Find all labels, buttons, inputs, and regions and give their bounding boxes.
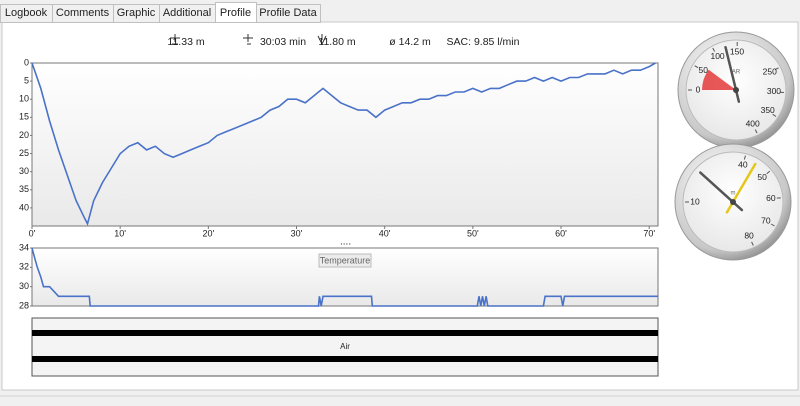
y-tick-label: 40 <box>19 202 29 212</box>
stat: 11.80 m <box>318 36 355 48</box>
x-tick-label: 50' <box>467 228 479 238</box>
y-tick-label: 32 <box>19 262 29 272</box>
gauge-tick-label: 40 <box>738 160 748 170</box>
tab-label[interactable]: Graphic <box>117 7 156 19</box>
gauge-tick-label: 150 <box>730 46 744 56</box>
gauge-hub <box>733 87 739 93</box>
chart-title: Temperature <box>320 255 371 265</box>
y-tick-label: 30 <box>19 166 29 176</box>
stat: ø 14.2 m <box>389 36 431 48</box>
plot-area <box>32 63 658 226</box>
y-tick-label: 35 <box>19 184 29 194</box>
x-tick-label: 60' <box>555 228 567 238</box>
x-tick-label: 10' <box>114 228 126 238</box>
tab-label[interactable]: Comments <box>56 7 110 19</box>
gauge-tick-label: 350 <box>761 105 775 115</box>
splitter-dots: .... <box>340 237 351 248</box>
gauge-tick-label: 10 <box>690 196 700 206</box>
tab-label[interactable]: Profile <box>220 7 251 19</box>
y-tick-label: 28 <box>19 300 29 310</box>
x-tick-label: 20' <box>202 228 214 238</box>
gauge-tick-label: 70 <box>761 215 771 225</box>
x-tick-label: 70' <box>643 228 655 238</box>
y-tick-label: 0 <box>24 57 29 67</box>
air-stripe <box>32 330 658 336</box>
gauge-tick-label: 50 <box>757 172 767 182</box>
x-tick-label: 40' <box>379 228 391 238</box>
gauge-tick-label: 400 <box>746 118 760 128</box>
tab-label[interactable]: Logbook <box>5 7 48 19</box>
gauge-tick-label: 80 <box>744 231 754 241</box>
y-tick-label: 5 <box>24 75 29 85</box>
tab-label[interactable]: Profile Data <box>259 7 317 19</box>
gauge-tick-label: 60 <box>766 193 776 203</box>
air-label: Air <box>340 342 350 351</box>
stat: 11.33 m <box>167 36 204 48</box>
y-tick-label: 15 <box>19 112 29 122</box>
stat: SAC: 9.85 l/min <box>447 36 520 48</box>
x-tick-label: 30' <box>291 228 303 238</box>
y-tick-label: 10 <box>19 94 29 104</box>
y-tick-label: 20 <box>19 130 29 140</box>
y-tick-label: 30 <box>19 281 29 291</box>
gauge-tick-label: 0 <box>696 84 701 94</box>
gauge-tick-label: 300 <box>767 86 781 96</box>
air-bar: Air <box>32 318 658 376</box>
stat: 30:03 min <box>260 36 306 48</box>
x-tick-label: 0' <box>29 228 36 238</box>
gauge-tick-label: 250 <box>763 67 777 77</box>
gauge-center-label: m <box>731 191 736 197</box>
y-tick-label: 25 <box>19 148 29 158</box>
gauge-tick-label: 50 <box>699 65 709 75</box>
gauge-tick-label: 100 <box>710 51 724 61</box>
air-stripe <box>32 356 658 362</box>
tab-label[interactable]: Additional <box>163 7 211 19</box>
gauge-hub <box>730 199 736 205</box>
y-tick-label: 34 <box>19 242 29 252</box>
